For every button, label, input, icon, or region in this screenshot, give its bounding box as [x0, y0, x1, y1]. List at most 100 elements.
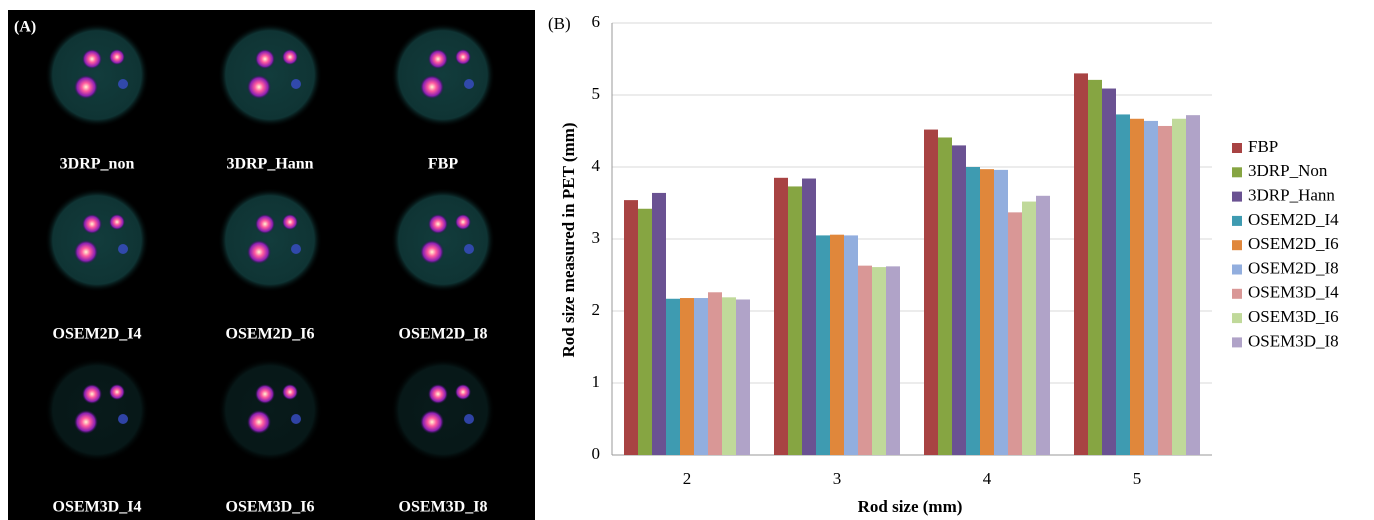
legend-swatch: [1232, 215, 1242, 226]
rod: [428, 214, 448, 234]
legend-label: OSEM2D_I4: [1248, 210, 1339, 229]
bar: [694, 298, 708, 455]
rod: [247, 410, 271, 434]
legend-swatch: [1232, 264, 1242, 275]
legend-label: OSEM2D_I6: [1248, 234, 1339, 253]
x-tick-label: 3: [833, 469, 842, 488]
rod: [291, 414, 301, 424]
rod: [464, 244, 474, 254]
rod: [455, 384, 471, 400]
legend-swatch: [1232, 288, 1242, 299]
y-tick-label: 1: [592, 372, 601, 391]
image-label: 3DRP_non: [60, 156, 135, 173]
phantom: [391, 23, 495, 127]
legend-swatch: [1232, 313, 1242, 324]
phantom: [218, 358, 322, 462]
bar: [1158, 125, 1172, 456]
bar: [652, 192, 666, 456]
bar: [774, 177, 788, 456]
bar: [844, 235, 858, 455]
legend-swatch: [1232, 143, 1242, 153]
bar: [1074, 73, 1088, 456]
phantom: [391, 188, 495, 292]
phantom: [391, 358, 495, 462]
rod: [118, 414, 128, 424]
legend-label: FBP: [1248, 137, 1278, 156]
rod: [420, 410, 444, 434]
phantom: [45, 23, 149, 127]
bar: [1008, 212, 1022, 455]
phantom: [218, 188, 322, 292]
rod: [428, 49, 448, 69]
rod: [247, 75, 271, 99]
bar: [624, 200, 638, 455]
bar: [1130, 118, 1144, 455]
rod: [109, 384, 125, 400]
rod: [464, 414, 474, 424]
panel-label: (A): [14, 19, 36, 36]
rod: [291, 244, 301, 254]
rod: [455, 49, 471, 65]
bar: [788, 186, 802, 455]
image-label: OSEM2D_I6: [226, 326, 315, 343]
image-label: FBP: [428, 156, 458, 173]
rod: [109, 214, 125, 230]
bar: [924, 129, 938, 455]
rod: [118, 244, 128, 254]
image-label: OSEM3D_I4: [53, 499, 142, 516]
x-tick-label: 4: [983, 469, 992, 488]
x-tick-label: 5: [1133, 469, 1142, 488]
y-tick-label: 6: [592, 12, 601, 31]
bar: [1102, 88, 1116, 456]
rod: [282, 384, 298, 400]
rod: [109, 49, 125, 65]
bar: [952, 145, 966, 455]
legend-label: OSEM2D_I8: [1248, 258, 1339, 277]
rod: [74, 75, 98, 99]
bar: [1172, 118, 1186, 455]
bar: [1186, 115, 1200, 455]
rod: [74, 410, 98, 434]
y-tick-label: 2: [592, 300, 601, 319]
rod: [291, 79, 301, 89]
legend-label: OSEM3D_I8: [1248, 331, 1339, 350]
image-label: OSEM3D_I8: [399, 499, 488, 516]
rod: [255, 49, 275, 69]
panel-a: (A) 3DRP_non 3DRP_Hann FBP OSEM2D_I4 OSEM2D_…: [14, 19, 495, 516]
image-label: OSEM3D_I6: [226, 499, 315, 516]
bar: [802, 178, 816, 455]
rod: [255, 384, 275, 404]
bar: [816, 235, 830, 455]
bar: [708, 292, 722, 455]
y-tick-label: 5: [592, 84, 601, 103]
bar: [1144, 120, 1158, 456]
legend-label: 3DRP_Non: [1248, 161, 1328, 180]
bar: [1022, 201, 1036, 455]
rod: [82, 214, 102, 234]
bar: [680, 298, 694, 455]
rod: [428, 384, 448, 404]
legend-label: OSEM3D_I6: [1248, 307, 1339, 326]
bar: [872, 267, 886, 455]
panel-label: (B): [548, 14, 571, 33]
bar: [966, 167, 980, 455]
legend-label: OSEM3D_I4: [1248, 283, 1339, 302]
image-label: OSEM2D_I4: [53, 326, 142, 343]
x-tick-label: 2: [683, 469, 692, 488]
y-axis-label: Rod size measured in PET (mm): [559, 122, 578, 357]
bar: [994, 169, 1008, 455]
rod: [282, 49, 298, 65]
bar: [830, 234, 844, 455]
rod: [82, 384, 102, 404]
bar: [858, 265, 872, 455]
rod: [455, 214, 471, 230]
bar: [980, 169, 994, 455]
bar: [1088, 79, 1102, 455]
bar: [886, 266, 900, 455]
rod: [282, 214, 298, 230]
legend-swatch: [1232, 240, 1242, 251]
x-axis-label: Rod size (mm): [858, 497, 963, 516]
bar: [638, 208, 652, 455]
bar: [938, 137, 952, 456]
